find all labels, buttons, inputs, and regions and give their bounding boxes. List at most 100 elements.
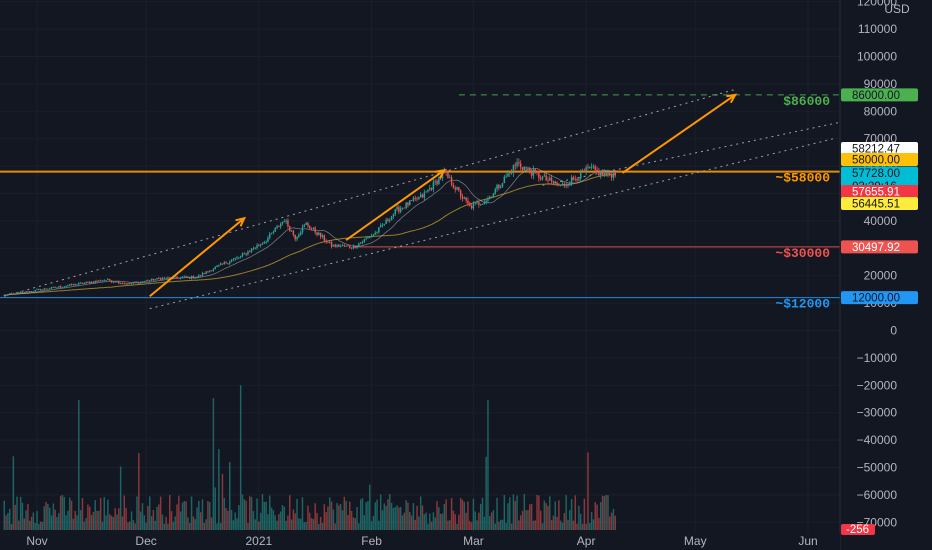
candle-body <box>498 184 500 188</box>
volume-bar <box>401 515 404 530</box>
candle-body <box>16 292 18 295</box>
candle-body <box>365 238 367 240</box>
candle-body <box>438 177 440 185</box>
channel-mid-line[interactable] <box>542 121 841 186</box>
candle-body <box>116 281 118 283</box>
volume-bar <box>512 494 515 530</box>
volume-bar <box>474 511 476 530</box>
candle-body <box>196 277 198 278</box>
candle-body <box>98 280 100 282</box>
volume-bar <box>479 503 482 530</box>
candle-body <box>247 251 249 255</box>
volume-bar <box>594 502 596 530</box>
candle-body <box>150 278 153 281</box>
volume-bar <box>141 503 144 530</box>
volume-bar <box>145 522 147 530</box>
volume-bar <box>443 503 446 530</box>
volume-bar <box>359 499 362 530</box>
projection-arrows[interactable] <box>149 93 738 298</box>
candle-body <box>289 226 291 231</box>
level-labels: $86000 ~$58000 ~$30000 ~$12000 <box>775 94 830 312</box>
volume-bar <box>238 505 240 530</box>
candle-body <box>521 167 524 170</box>
candle-body <box>449 177 451 179</box>
volume-bar <box>61 494 64 530</box>
candle-body <box>392 214 395 217</box>
volume-bar <box>176 504 178 530</box>
volume-bar <box>159 496 162 530</box>
volume-bar <box>459 497 462 530</box>
candle-body <box>372 234 375 236</box>
time-axis[interactable] <box>0 533 840 550</box>
candle-body <box>127 283 129 285</box>
volume-bar <box>270 507 273 530</box>
arrow-shaft[interactable] <box>345 169 445 241</box>
volume-bar <box>527 510 529 530</box>
candle-body <box>38 289 40 291</box>
candle-body <box>207 271 209 273</box>
candle-body <box>65 286 67 287</box>
candle-body <box>416 198 418 200</box>
candle-body <box>143 281 146 282</box>
volume-bar <box>416 505 418 530</box>
volume-bar <box>247 523 249 530</box>
volume-bar <box>569 510 571 530</box>
candle-body <box>496 184 498 190</box>
candle-body <box>205 271 207 274</box>
volume-bar <box>96 510 98 530</box>
y-tick-label: −10000 <box>857 351 898 365</box>
candle-body <box>50 287 53 289</box>
candle-body <box>47 289 49 290</box>
volume-bar <box>318 523 320 530</box>
volume-bar <box>398 507 400 530</box>
trend-channel[interactable] <box>4 88 841 310</box>
volume-bar <box>501 519 504 530</box>
candle-body <box>334 244 336 247</box>
volume-bar <box>81 497 84 530</box>
volume-bar <box>185 501 187 530</box>
volume-bar <box>356 506 358 530</box>
volume-bar <box>612 508 615 530</box>
candle-body <box>216 265 218 267</box>
y-tick-label: 90000 <box>864 77 898 91</box>
candle-body <box>309 225 311 229</box>
candle-body <box>154 279 156 281</box>
volume-bar <box>127 522 129 530</box>
volume-bar <box>243 499 246 530</box>
candle-body <box>159 278 162 280</box>
volume-bar <box>438 507 440 530</box>
candle-body <box>25 291 27 293</box>
tag-ma-text: 56445.51 <box>852 199 900 211</box>
candle-body <box>599 170 602 176</box>
candle-body <box>67 285 69 287</box>
volume-bar <box>456 523 458 530</box>
time-axis-labels: Nov Dec 2021 Feb Mar Apr May Jun <box>26 534 817 548</box>
volume-bar <box>336 503 338 530</box>
candle-body <box>181 277 184 278</box>
candle-body <box>407 202 409 206</box>
candle-body <box>245 253 247 255</box>
candle-body <box>103 280 106 282</box>
horizontal-levels[interactable] <box>0 94 840 299</box>
arrow-shaft[interactable] <box>621 94 736 174</box>
volume-bar <box>450 498 453 530</box>
volume-bar <box>489 516 491 530</box>
volume-bar <box>563 513 566 530</box>
volume-bar <box>138 453 140 530</box>
channel-upper-line[interactable] <box>4 88 736 297</box>
volume-bar <box>83 521 86 530</box>
tag-ma <box>841 197 918 210</box>
volume-bar <box>609 516 611 530</box>
volume-bar <box>78 400 80 530</box>
volume-bar <box>132 520 135 530</box>
candle-body <box>389 220 391 222</box>
candle-body <box>350 247 353 249</box>
candle-body <box>401 207 404 209</box>
candle-body <box>214 266 216 269</box>
candle-body <box>179 277 182 279</box>
volume-bar <box>334 523 336 530</box>
volume-bar <box>163 523 166 530</box>
arrow-shaft[interactable] <box>149 217 245 298</box>
grid <box>0 0 840 533</box>
